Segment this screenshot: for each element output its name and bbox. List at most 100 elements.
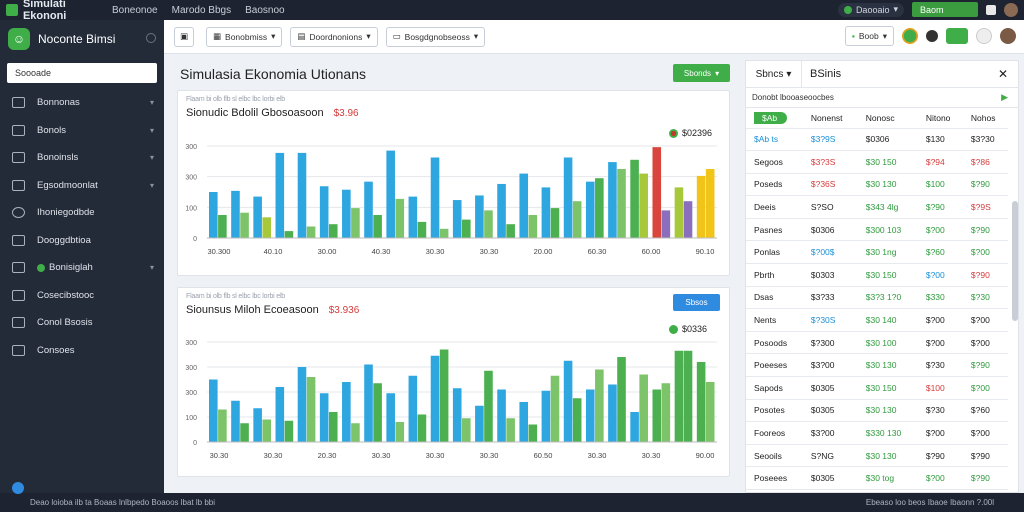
- table-cell: $30 150: [857, 376, 918, 400]
- table-row[interactable]: Segoos $3?3S $30 150 $?94 $?86: [746, 150, 1008, 174]
- page-action-button[interactable]: Sbonds ▾: [673, 64, 730, 82]
- table-row[interactable]: Deeis S?SO $343 4lg $?90 $?9S: [746, 195, 1008, 219]
- table-header-cell[interactable]: $Ab: [746, 108, 803, 129]
- bar: [683, 350, 693, 442]
- bar: [351, 423, 360, 442]
- sidebar-item[interactable]: Cosecibstooc: [0, 282, 164, 310]
- camera-icon[interactable]: [926, 30, 938, 42]
- sidebar-item-label: Bonisiglah: [49, 262, 93, 274]
- sidebar-item[interactable]: Conol Bsosis: [0, 309, 164, 337]
- table-scrollbar[interactable]: [1012, 201, 1018, 321]
- tools-icon: [12, 152, 25, 164]
- sidebar-item[interactable]: Egsodmoonlat ▾: [0, 172, 164, 200]
- table-cell: Ponlas: [746, 240, 803, 265]
- table-header-cell[interactable]: Nonenst: [802, 108, 858, 129]
- toolbar-dropdown-2[interactable]: ▤ Doordnonions ▾: [290, 26, 378, 47]
- status-dropdown[interactable]: Daooaio ▾: [837, 2, 904, 17]
- user-avatar[interactable]: [1004, 2, 1018, 17]
- toolbar-pill-dropdown[interactable]: ▪ Boob ▾: [844, 26, 894, 46]
- sidebar-item-label: Egsodmoonlat: [37, 179, 98, 191]
- status-right-text: Ebeaso loo beos Ibaoe Ibaonn ?.00l: [865, 498, 994, 507]
- table-row[interactable]: Posoods $?300 $30 100 $?00 $?00: [746, 331, 1008, 355]
- bar: [430, 355, 440, 442]
- help-icon[interactable]: [12, 482, 24, 494]
- x-tick-label: 40.30: [372, 247, 391, 256]
- x-tick-label: 20.00: [534, 247, 553, 256]
- table-cell: $?00$: [802, 240, 858, 265]
- chart-1-title-value: $3.96: [333, 108, 359, 119]
- table-row[interactable]: Posotes $0305 $30 130 $?30 $?60: [746, 399, 1008, 423]
- bar: [395, 198, 405, 238]
- right-panel-subheader[interactable]: Donobt lbooaseoocbes ▶: [746, 88, 1018, 108]
- sidebar-item[interactable]: Dooggdbtioa: [0, 227, 164, 255]
- bar: [386, 393, 395, 442]
- table-cell: $0305: [802, 399, 858, 423]
- chart-2-action-button[interactable]: Sbsos: [673, 294, 720, 311]
- sidebar-item[interactable]: Consoes: [0, 337, 164, 365]
- top-menu-item[interactable]: Marodo Bbgs: [171, 4, 232, 16]
- close-icon[interactable]: ✕: [997, 67, 1008, 81]
- table-header-cell[interactable]: Nitono: [917, 108, 963, 129]
- x-tick-label: 60.00: [642, 247, 661, 256]
- x-tick-label: 30.30: [642, 451, 661, 460]
- table-row[interactable]: Pasnes $0306 $300 103 $?00 $?90: [746, 218, 1008, 242]
- status-dot-icon: [843, 5, 852, 14]
- bar: [585, 181, 595, 238]
- bar: [519, 173, 529, 238]
- sidebar-item[interactable]: Bonisiglah ▾: [0, 254, 164, 282]
- table-cell: $30 tog: [857, 466, 918, 490]
- bar: [674, 350, 684, 442]
- table-row[interactable]: Sapods $0305 $30 150 $100 $?00: [746, 376, 1008, 400]
- sidebar-item-label: Cosecibstooc: [37, 289, 95, 301]
- right-panel-tab[interactable]: Sbncs ▾: [746, 60, 802, 88]
- bar: [209, 379, 218, 442]
- app-brand[interactable]: Simulati Ekononi: [0, 0, 112, 22]
- sidebar-item[interactable]: Bonols ▾: [0, 117, 164, 145]
- table-row[interactable]: Fooreos $3?00 $330 130 $?00 $?00: [746, 421, 1008, 445]
- bar: [661, 210, 671, 238]
- sidebar-item[interactable]: Ihoniegodbde: [0, 199, 164, 227]
- table-row[interactable]: Ponlas $?00$ $30 1ng $?60 $?00: [746, 240, 1008, 265]
- table-cell: $?60: [917, 240, 963, 265]
- layout-toggle-button[interactable]: ▣: [174, 26, 194, 47]
- table-row[interactable]: Poseees $0305 $30 tog $?00 $?90: [746, 466, 1008, 490]
- table-row[interactable]: Poseds $?36S $30 130 $100 $?90: [746, 173, 1008, 197]
- table-row[interactable]: $Ab ts $3?9S $0306 $130 $3?30: [746, 128, 1008, 152]
- x-tick-label: 90.10: [696, 247, 715, 256]
- sidebar-search-input[interactable]: Soooade: [7, 63, 157, 83]
- table-cell: $0306: [857, 128, 918, 152]
- table-cell: $?00: [917, 421, 963, 445]
- toolbar-dropdown-1[interactable]: ▦ Bonobmiss ▾: [206, 26, 283, 47]
- sidebar-title: Noconte Bimsi: [38, 32, 116, 46]
- table-header-cell[interactable]: Nonosc: [857, 108, 918, 129]
- table-row[interactable]: Pbrth $0303 $30 150 $?00 $?90: [746, 263, 1008, 287]
- notification-icon[interactable]: [986, 4, 996, 15]
- sidebar-item[interactable]: Bonnonas ▾: [0, 89, 164, 117]
- user-avatar[interactable]: [1000, 28, 1016, 44]
- toolbar-dropdown-3[interactable]: ▭ Bosgdgnobseoss ▾: [385, 26, 486, 47]
- tab-label: Sbncs: [755, 68, 784, 80]
- sync-icon[interactable]: [902, 28, 918, 44]
- top-menu-item[interactable]: Baosnoo: [245, 4, 285, 16]
- table-row[interactable]: Poeeses $3?00 $30 130 $?30 $?90: [746, 353, 1008, 378]
- top-action-label: Baom: [920, 4, 944, 15]
- table-cell: $?90: [962, 444, 1008, 468]
- notification-badge-icon[interactable]: [976, 28, 992, 44]
- table-row[interactable]: Seooils S?NG $30 130 $?90 $?90: [746, 444, 1008, 468]
- bar: [408, 375, 418, 442]
- home-icon[interactable]: [946, 28, 968, 44]
- bar: [563, 360, 573, 442]
- table-row[interactable]: Dsas $3?33 $3?3 1?0 $330 $?30: [746, 286, 1008, 310]
- sidebar-item[interactable]: Bonoinsls ▾: [0, 144, 164, 172]
- bar: [550, 208, 560, 238]
- bar: [497, 389, 506, 442]
- top-action-button[interactable]: Baom: [912, 2, 978, 17]
- collapse-sidebar-icon[interactable]: [146, 33, 156, 43]
- x-tick-label: 20.30: [318, 451, 337, 460]
- table-header-cell[interactable]: Nohos: [962, 108, 1008, 129]
- top-menu-item[interactable]: Boneonoe: [112, 4, 158, 16]
- table-row[interactable]: Nents $?30S $30 140 $?00 $?00: [746, 308, 1008, 332]
- status-bar: Deao loioba ilb ta Boaas lnlbpedo Boaoos…: [0, 493, 1024, 512]
- table-cell: S?NG: [802, 444, 858, 468]
- table-cell: $?60: [962, 399, 1008, 423]
